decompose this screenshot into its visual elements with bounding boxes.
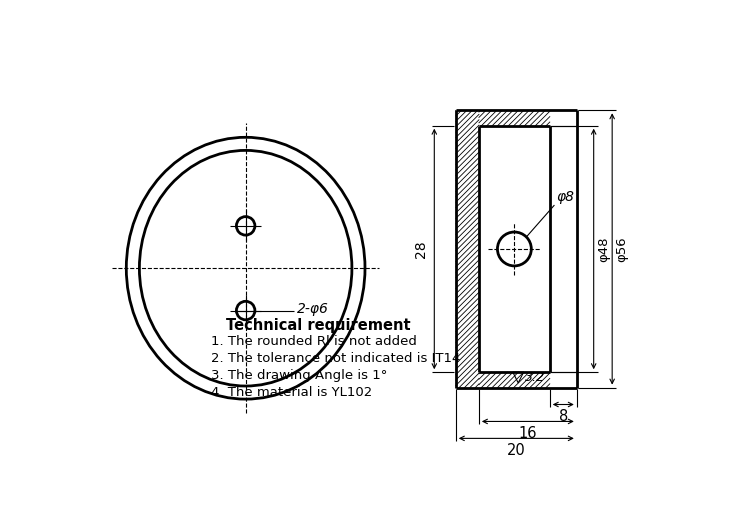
Text: 2. The tolerance not indicated is IT14: 2. The tolerance not indicated is IT14: [211, 352, 461, 365]
Text: φ48: φ48: [597, 236, 610, 262]
Text: φ8: φ8: [556, 189, 574, 204]
Text: 8: 8: [559, 409, 568, 424]
Text: 3.2: 3.2: [525, 371, 545, 384]
Text: 2-φ6: 2-φ6: [297, 302, 329, 316]
Text: 3. The drawing Angle is 1°: 3. The drawing Angle is 1°: [211, 369, 387, 382]
Text: Technical requirement: Technical requirement: [226, 318, 411, 333]
Text: 28: 28: [414, 240, 428, 258]
Text: 1. The rounded Rl is not added: 1. The rounded Rl is not added: [211, 335, 417, 348]
Text: φ56: φ56: [615, 236, 628, 262]
Text: 20: 20: [507, 443, 526, 458]
Text: 4. The material is YL102: 4. The material is YL102: [211, 386, 372, 399]
Text: 16: 16: [518, 426, 537, 441]
